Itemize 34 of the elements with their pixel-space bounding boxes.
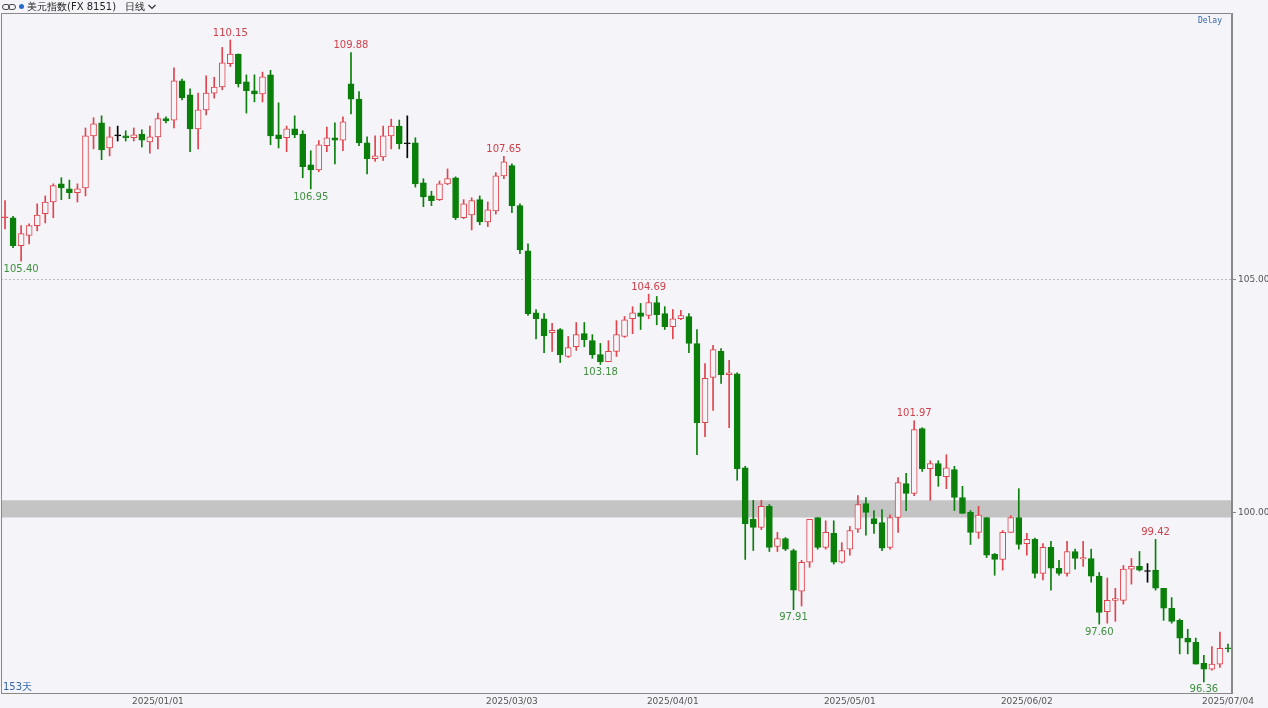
x-tick-label: 2025/01/01	[131, 695, 184, 706]
x-tick-label: 2025/04/01	[646, 695, 699, 706]
annotation: 109.88	[333, 39, 369, 51]
x-tick-label: 2025/07/04	[1202, 695, 1255, 706]
candlestick	[532, 309, 540, 340]
candlestick	[926, 460, 934, 501]
annotation: 110.15	[212, 26, 248, 38]
chart-title: 美元指数(FX 8151)	[27, 0, 117, 13]
candlestick	[862, 497, 870, 536]
x-tick-label: 2025/05/01	[823, 695, 876, 706]
annotation: 107.65	[486, 142, 522, 154]
x-tick-label: 2025/06/02	[1000, 695, 1053, 706]
candlestick	[749, 499, 757, 551]
annotation: 104.69	[631, 280, 667, 292]
annotation: 106.95	[293, 190, 329, 202]
annotation: 153天	[3, 680, 33, 692]
candlestick	[1023, 533, 1031, 556]
annotation: 99.42	[1141, 526, 1170, 537]
x-tick-label: 2025/03/03	[485, 695, 538, 706]
chart-subtitle: 日线	[125, 0, 146, 13]
annotation: 97.91	[779, 611, 808, 623]
candlestick	[1184, 628, 1192, 655]
candlestick	[307, 150, 315, 190]
candlestick	[122, 130, 130, 142]
annotation: 105.40	[3, 262, 39, 274]
annotation: 97.60	[1084, 625, 1114, 637]
candlestick	[1079, 540, 1087, 567]
annotation: 103.18	[582, 366, 618, 377]
candlestick	[725, 359, 733, 429]
candlestick	[1, 200, 9, 230]
annotation: 96.36	[1189, 683, 1219, 695]
annotation: 101.97	[896, 407, 932, 419]
candlestick	[403, 115, 411, 159]
annotation: Delay	[1197, 16, 1223, 26]
